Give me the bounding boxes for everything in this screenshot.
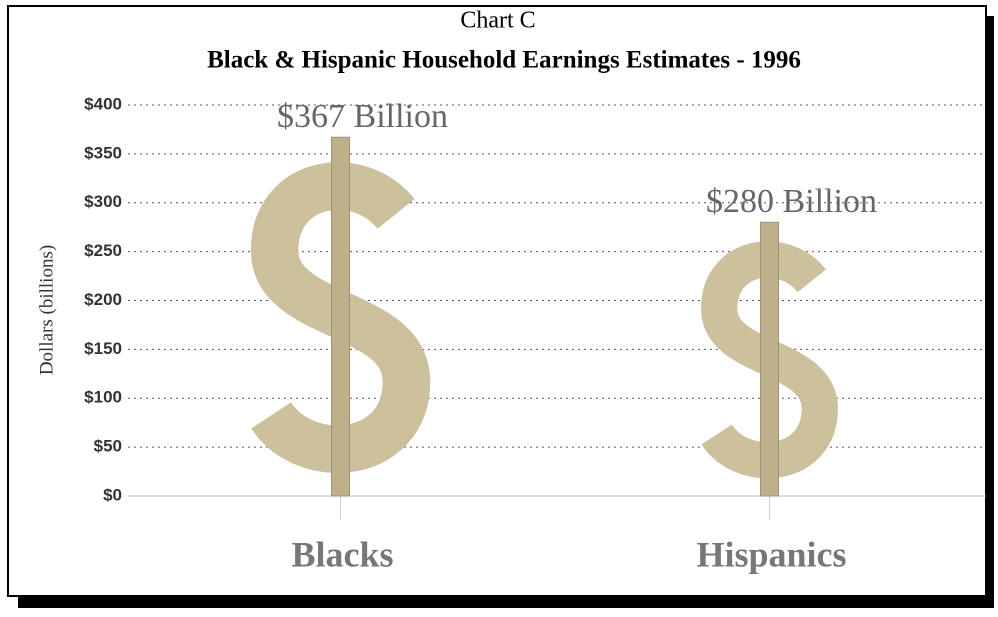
frame [7,5,987,597]
y-tick-label: $200 [84,290,122,309]
bar [760,221,779,497]
chart-title: Chart C [460,8,535,34]
y-tick-label: $50 [94,437,122,456]
y-tick-label: $350 [84,143,122,162]
y-tick-label: $300 [84,192,122,211]
y-axis-label: Dollars (billions) [36,245,57,375]
chart-subtitle: Black & Hispanic Household Earnings Esti… [207,47,801,74]
y-tick-label: $250 [84,241,122,260]
y-tick-label: $150 [84,339,122,358]
bar [331,136,350,497]
y-tick-label: $400 [84,94,122,113]
x-tick-label: Blacks [291,534,393,574]
y-tick-label: $0 [103,485,122,504]
y-tick-label: $100 [84,388,122,407]
x-tick-label: Hispanics [696,534,846,574]
value-label: $367 Billion [277,98,448,135]
value-label: $280 Billion [706,183,877,220]
